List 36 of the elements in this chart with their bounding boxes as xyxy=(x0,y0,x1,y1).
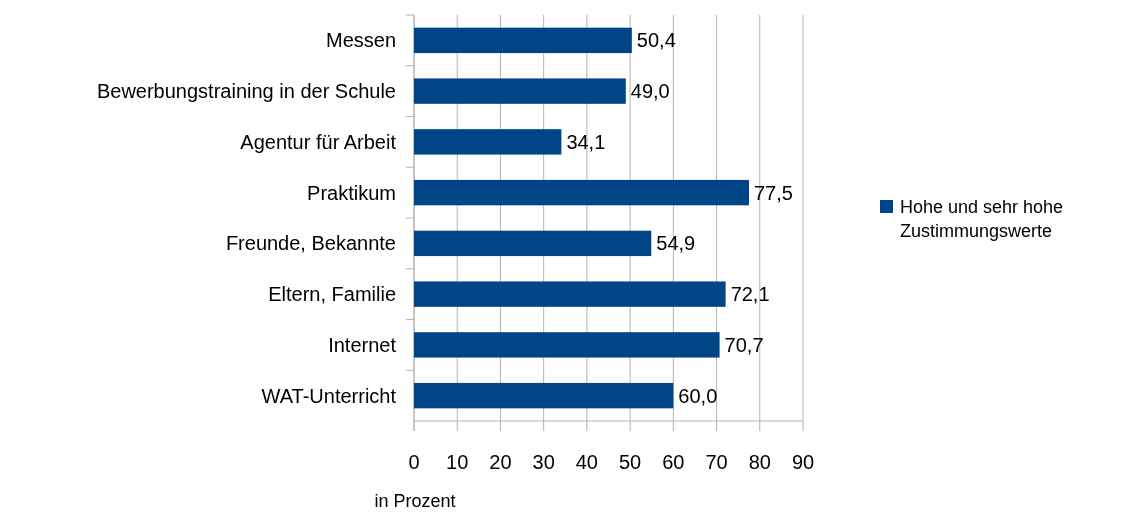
y-tick-label: Eltern, Familie xyxy=(268,283,396,306)
data-label: 54,9 xyxy=(656,232,696,255)
x-tick-label: 30 xyxy=(532,451,555,473)
data-label: 50,4 xyxy=(636,29,676,52)
x-tick-label: 40 xyxy=(575,451,599,473)
y-tick-label: Bewerbungstraining in der Schule xyxy=(96,80,396,103)
x-tick-label: 70 xyxy=(705,451,728,473)
x-tick-label: 80 xyxy=(748,451,771,473)
legend-label: Hohe und sehr hohe Zustimmungswerte xyxy=(900,197,1064,242)
x-tick-label: 10 xyxy=(446,451,469,473)
data-label: 60,0 xyxy=(678,384,718,407)
data-label: 72,1 xyxy=(730,283,770,306)
x-tick-label: 60 xyxy=(662,451,685,473)
y-tick-label: Internet xyxy=(328,333,397,356)
x-tick-label: 90 xyxy=(791,451,815,473)
bar xyxy=(414,382,674,409)
y-tick-label: Messen xyxy=(325,29,396,52)
data-label: 49,0 xyxy=(630,80,670,103)
bar xyxy=(414,129,562,155)
y-tick-label: WAT-Unterricht xyxy=(261,384,397,407)
x-tick-label: 50 xyxy=(618,451,642,473)
bar xyxy=(414,179,749,206)
y-tick-label: Praktikum xyxy=(307,181,396,204)
bar xyxy=(414,281,726,307)
bar xyxy=(414,78,626,104)
data-label: 77,5 xyxy=(753,181,793,204)
x-axis-title: in Prozent xyxy=(374,491,456,511)
data-label: 70,7 xyxy=(724,333,764,356)
x-tick-label: 0 xyxy=(408,451,420,473)
y-tick-label: Agentur für Arbeit xyxy=(240,130,397,153)
bar xyxy=(414,27,632,54)
x-tick-label: 20 xyxy=(489,451,512,473)
y-tick-label: Freunde, Bekannte xyxy=(225,232,396,255)
bar xyxy=(414,332,720,358)
data-label: 34,1 xyxy=(566,130,606,153)
bar xyxy=(414,230,652,257)
